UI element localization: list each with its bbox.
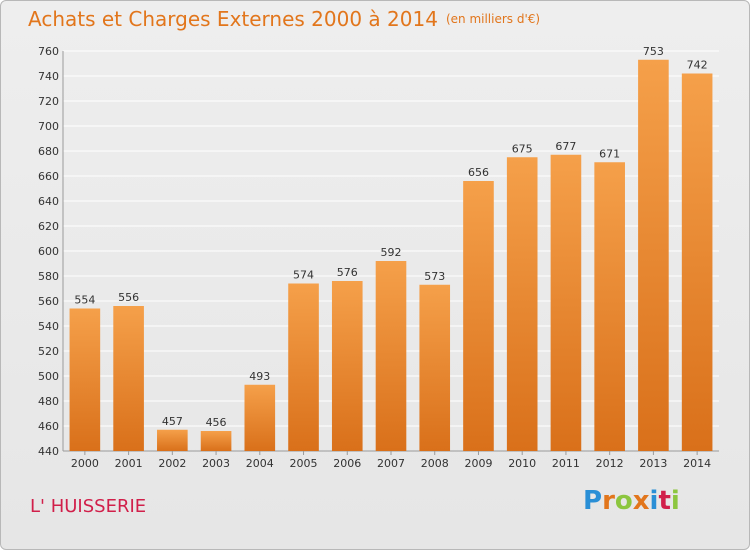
- bar-2005: [288, 283, 319, 451]
- data-label-2009: 656: [468, 166, 489, 179]
- data-label-2008: 573: [424, 270, 445, 283]
- logo-letter: P: [583, 486, 603, 516]
- data-label-2001: 556: [118, 291, 139, 304]
- data-label-2003: 456: [206, 416, 227, 429]
- y-tick-label: 740: [38, 70, 59, 83]
- x-tick-label-2000: 2000: [71, 457, 99, 470]
- y-tick-label: 480: [38, 395, 59, 408]
- y-tick-label: 460: [38, 420, 59, 433]
- y-tick-label: 540: [38, 320, 59, 333]
- y-tick-label: 760: [38, 45, 59, 58]
- x-tick-label-2011: 2011: [552, 457, 580, 470]
- logo-letter: x: [632, 486, 650, 516]
- x-tick-label-2001: 2001: [115, 457, 143, 470]
- bar-2002: [157, 429, 188, 451]
- chart-subtitle: (en milliers d'€): [445, 12, 541, 26]
- data-label-2006: 576: [337, 266, 358, 279]
- y-tick-label: 500: [38, 370, 59, 383]
- logo-letter: r: [602, 486, 615, 516]
- proxiti-logo: Proxiti: [583, 486, 680, 516]
- x-tick-label-2009: 2009: [464, 457, 492, 470]
- data-label-2002: 457: [162, 415, 183, 428]
- bar-2009: [463, 181, 494, 451]
- y-tick-label: 700: [38, 120, 59, 133]
- bars: [69, 59, 713, 451]
- bar-2001: [113, 306, 144, 451]
- data-label-2007: 592: [381, 246, 402, 259]
- y-tick-label: 680: [38, 145, 59, 158]
- x-tick-label-2013: 2013: [639, 457, 667, 470]
- x-tick-label-2007: 2007: [377, 457, 405, 470]
- x-tick-label-2005: 2005: [290, 457, 318, 470]
- bar-2007: [375, 261, 407, 451]
- x-tick-label-2008: 2008: [421, 457, 449, 470]
- y-tick-label: 580: [38, 270, 59, 283]
- x-tick-label-2002: 2002: [158, 457, 186, 470]
- bar-2012: [594, 162, 625, 451]
- bar-2004: [244, 384, 276, 451]
- location-label: L' HUISSERIE: [30, 496, 147, 517]
- bar-2003: [200, 431, 232, 451]
- data-label-2011: 677: [555, 140, 576, 153]
- y-tick-label: 620: [38, 220, 59, 233]
- chart-title-text: Achats et Charges Externes 2000 à 2014: [28, 7, 438, 31]
- data-label-2000: 554: [74, 294, 95, 307]
- x-axis-ticks: 2000 2001 2002 2003 2004 2005 2006 2007 2008 2009…: [71, 451, 711, 470]
- x-tick-label-2010: 2010: [508, 457, 536, 470]
- y-tick-label: 560: [38, 295, 59, 308]
- data-label-2012: 671: [599, 147, 620, 160]
- data-label-2004: 493: [249, 370, 270, 383]
- bar-2008: [419, 284, 451, 451]
- bar-2006: [331, 281, 363, 451]
- bar-2011: [550, 154, 582, 451]
- chart-title: Achats et Charges Externes 2000 à 2014 (e…: [28, 7, 540, 31]
- bar-2014: [681, 73, 713, 451]
- y-tick-label: 640: [38, 195, 59, 208]
- y-tick-label: 520: [38, 345, 59, 358]
- logo-letter: o: [614, 486, 633, 516]
- x-tick-label-2012: 2012: [596, 457, 624, 470]
- y-tick-label: 440: [38, 445, 59, 458]
- x-tick-label-2014: 2014: [683, 457, 711, 470]
- x-tick-label-2004: 2004: [246, 457, 274, 470]
- y-axis-ticks: 440 460 480 500 520 540 560 580 600 620 640 660 680 7…: [38, 45, 59, 458]
- logo-letter: i: [670, 486, 680, 516]
- bar-2013: [638, 59, 669, 451]
- data-label-2005: 574: [293, 269, 314, 282]
- data-label-2010: 675: [512, 142, 533, 155]
- bar-2010: [506, 157, 538, 451]
- x-tick-label-2006: 2006: [333, 457, 361, 470]
- data-label-2013: 753: [643, 45, 664, 58]
- data-labels: 554 556 457 456 493 574 576 592 573 656 675 677 671 7…: [74, 45, 707, 429]
- logo-letter: t: [658, 486, 671, 516]
- y-tick-label: 660: [38, 170, 59, 183]
- y-tick-label: 600: [38, 245, 59, 258]
- x-tick-label-2003: 2003: [202, 457, 230, 470]
- bar-2000: [69, 308, 101, 451]
- data-label-2014: 742: [687, 59, 708, 72]
- logo-letter: i: [649, 486, 659, 516]
- y-tick-label: 720: [38, 95, 59, 108]
